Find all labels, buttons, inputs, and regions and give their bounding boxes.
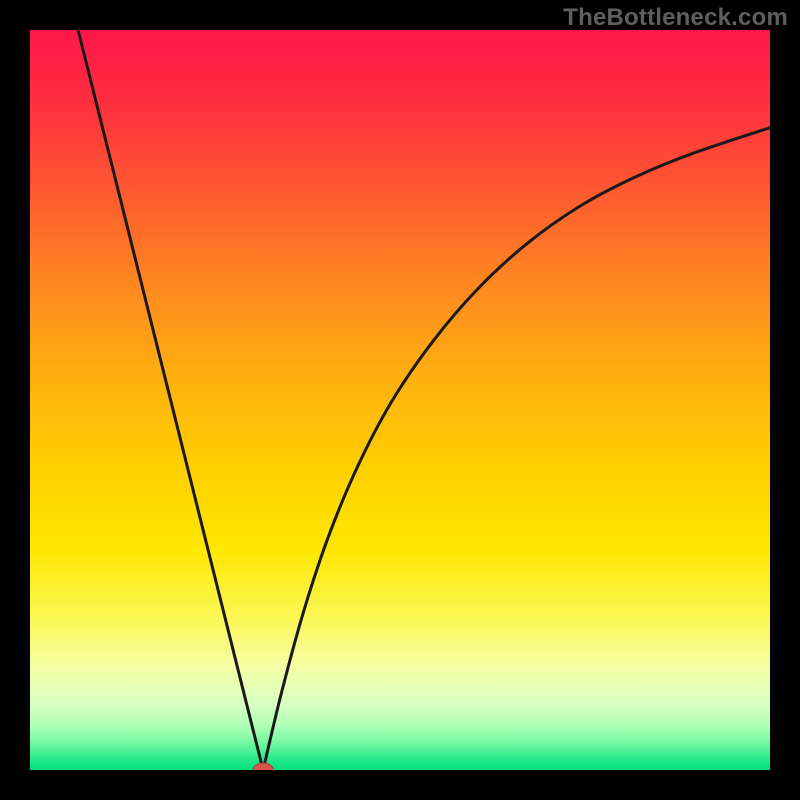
chart-container: TheBottleneck.com [0, 0, 800, 800]
vertex-marker [253, 763, 273, 770]
plot-area [30, 30, 770, 770]
watermark-text: TheBottleneck.com [563, 4, 788, 32]
bottleneck-curve [78, 30, 770, 770]
curve-layer [30, 30, 770, 770]
